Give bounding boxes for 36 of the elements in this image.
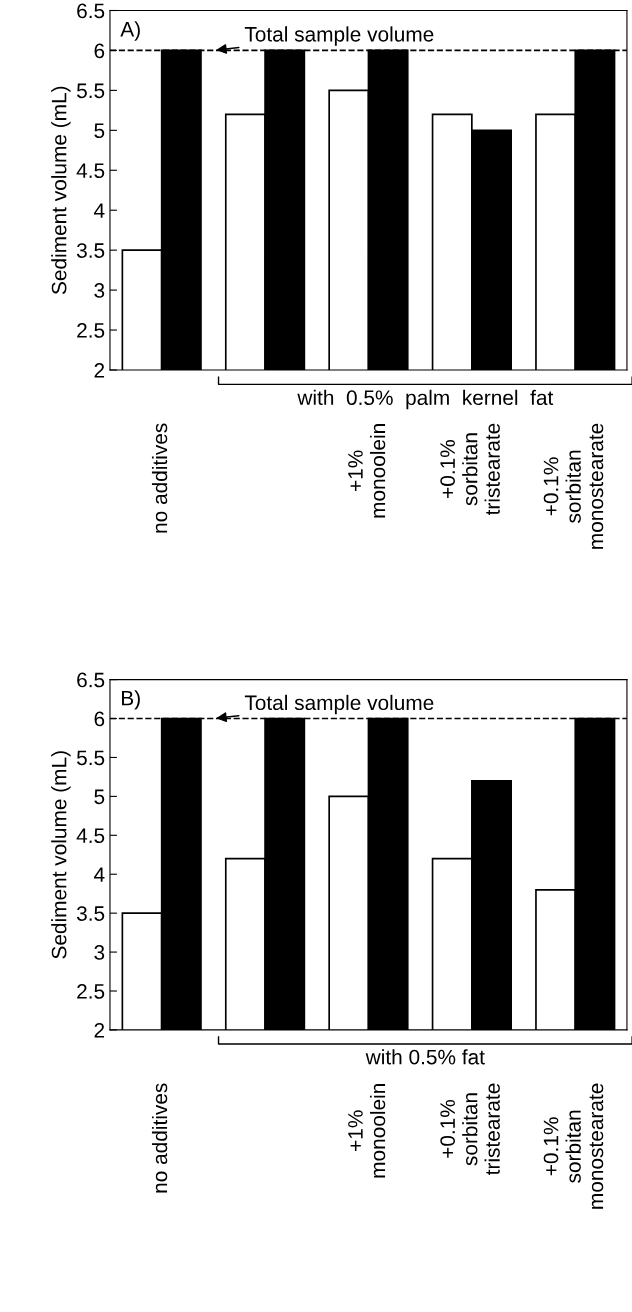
x-tick-label: no additives bbox=[151, 423, 168, 533]
y-tick-label: 2.5 bbox=[77, 323, 105, 338]
y-tick-label: 4 bbox=[94, 203, 105, 218]
y-tick-label: 5.5 bbox=[76, 83, 105, 99]
x-tick-label: +0.1% sorbitan tristearate bbox=[440, 1083, 500, 1176]
x-tick-label: +1% monoolein bbox=[348, 1084, 386, 1178]
y-tick-label: 3 bbox=[94, 945, 105, 960]
y-tick-label: 2.5 bbox=[77, 984, 105, 999]
ref-line-label: Total sample volume bbox=[244, 26, 434, 46]
x-tick-label: +0.1% sorbitan tristearate bbox=[440, 423, 500, 516]
y-axis-title: Sediment volume (mL) bbox=[51, 751, 71, 959]
text: with 0.5% fat bbox=[365, 1049, 485, 1065]
y-tick-label: 6 bbox=[94, 43, 105, 59]
y-tick-label: 3.5 bbox=[76, 243, 105, 258]
y-tick-label: 4.5 bbox=[76, 163, 105, 179]
y-axis-title: Sediment volume (mL) bbox=[51, 86, 71, 295]
chart-title: B) bbox=[122, 690, 140, 710]
y-tick-label: 2 bbox=[94, 362, 105, 378]
y-tick-label: 4 bbox=[94, 867, 105, 882]
y-tick-label: 6.5 bbox=[77, 3, 105, 19]
text: with 0.5% palm kernel fat bbox=[297, 389, 554, 410]
y-tick-label: 2 bbox=[94, 1022, 105, 1038]
x-tick-label: no additives bbox=[151, 1083, 168, 1193]
y-tick-label: 5 bbox=[94, 789, 105, 805]
y-tick-label: 6.5 bbox=[77, 672, 105, 688]
x-tick-label: +1% monoolein bbox=[348, 424, 386, 518]
x-tick-label: +0.1% sorbitan monostearate bbox=[543, 1083, 604, 1209]
chart-title: A) bbox=[120, 21, 140, 41]
y-tick-label: 6 bbox=[94, 711, 105, 727]
y-tick-label: 4.5 bbox=[76, 828, 105, 844]
y-tick-label: 5.5 bbox=[76, 750, 105, 766]
y-tick-label: 5 bbox=[94, 123, 105, 139]
y-tick-label: 3.5 bbox=[76, 906, 105, 921]
ref-line-label: Total sample volume bbox=[244, 694, 434, 715]
x-tick-label: +0.1% sorbitan monostearate bbox=[543, 423, 604, 549]
y-tick-label: 3 bbox=[94, 283, 105, 298]
